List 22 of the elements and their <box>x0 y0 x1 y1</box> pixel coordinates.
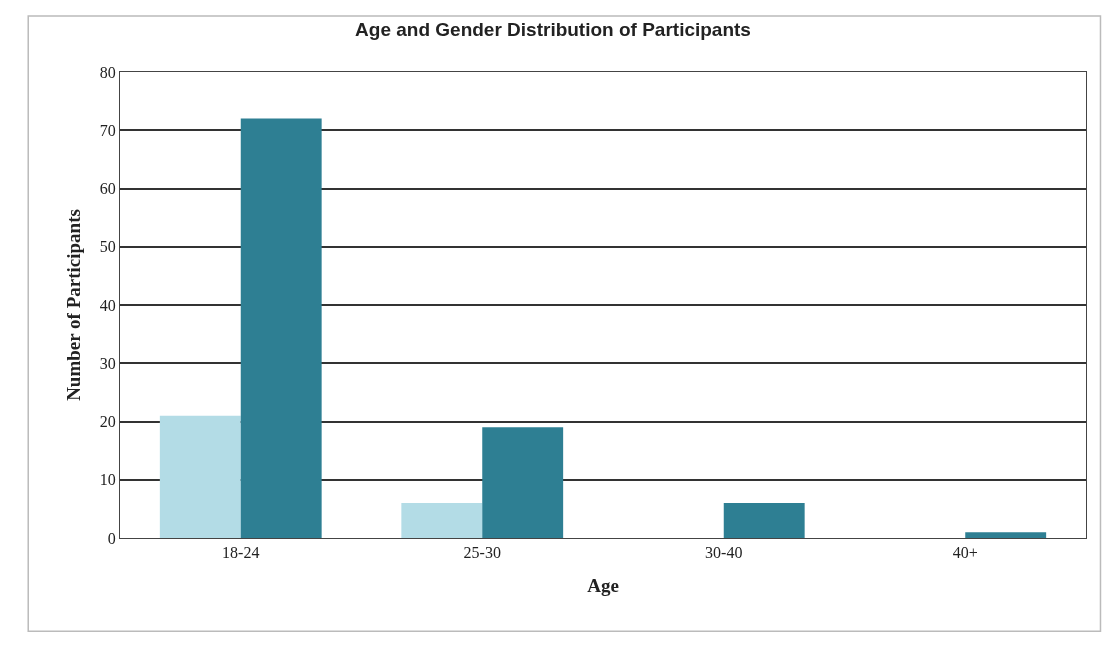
y-tick-label: 10 <box>99 471 116 489</box>
chart-title: Age and Gender Distribution of Participants <box>355 18 751 40</box>
y-tick-label: 70 <box>99 121 116 139</box>
x-tick-label: 30-40 <box>705 544 743 562</box>
bar <box>723 503 805 538</box>
x-tick-label: 40+ <box>952 544 978 562</box>
y-tick-label: 40 <box>99 296 116 314</box>
x-axis-title: Age <box>587 575 619 596</box>
bar <box>240 118 322 538</box>
bar <box>482 427 564 538</box>
y-axis-title: Number of Participants <box>62 209 84 401</box>
bar <box>401 503 483 538</box>
y-tick-label: 60 <box>99 180 116 198</box>
x-tick-label: 18-24 <box>222 544 260 562</box>
y-tick-label: 50 <box>99 238 116 256</box>
y-tick-label: 30 <box>99 354 116 372</box>
x-tick-label: 25-30 <box>463 544 501 562</box>
y-tick-label: 0 <box>107 529 116 547</box>
y-tick-label: 80 <box>99 63 116 81</box>
bar <box>159 415 241 538</box>
y-tick-label: 20 <box>99 413 116 431</box>
bar <box>965 532 1047 538</box>
